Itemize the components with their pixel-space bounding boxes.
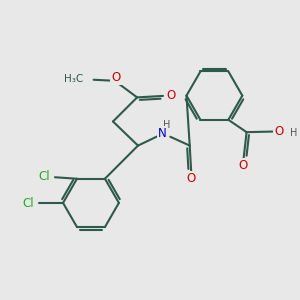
Text: O: O — [111, 70, 121, 84]
Text: H₃C: H₃C — [64, 74, 83, 84]
Text: H: H — [163, 120, 170, 130]
Text: O: O — [274, 125, 283, 138]
Text: O: O — [187, 172, 196, 185]
Text: H: H — [290, 128, 297, 138]
Text: O: O — [238, 159, 248, 172]
Text: O: O — [167, 89, 176, 102]
Text: N: N — [158, 127, 167, 140]
Text: Cl: Cl — [22, 197, 34, 210]
Text: Cl: Cl — [38, 170, 50, 183]
